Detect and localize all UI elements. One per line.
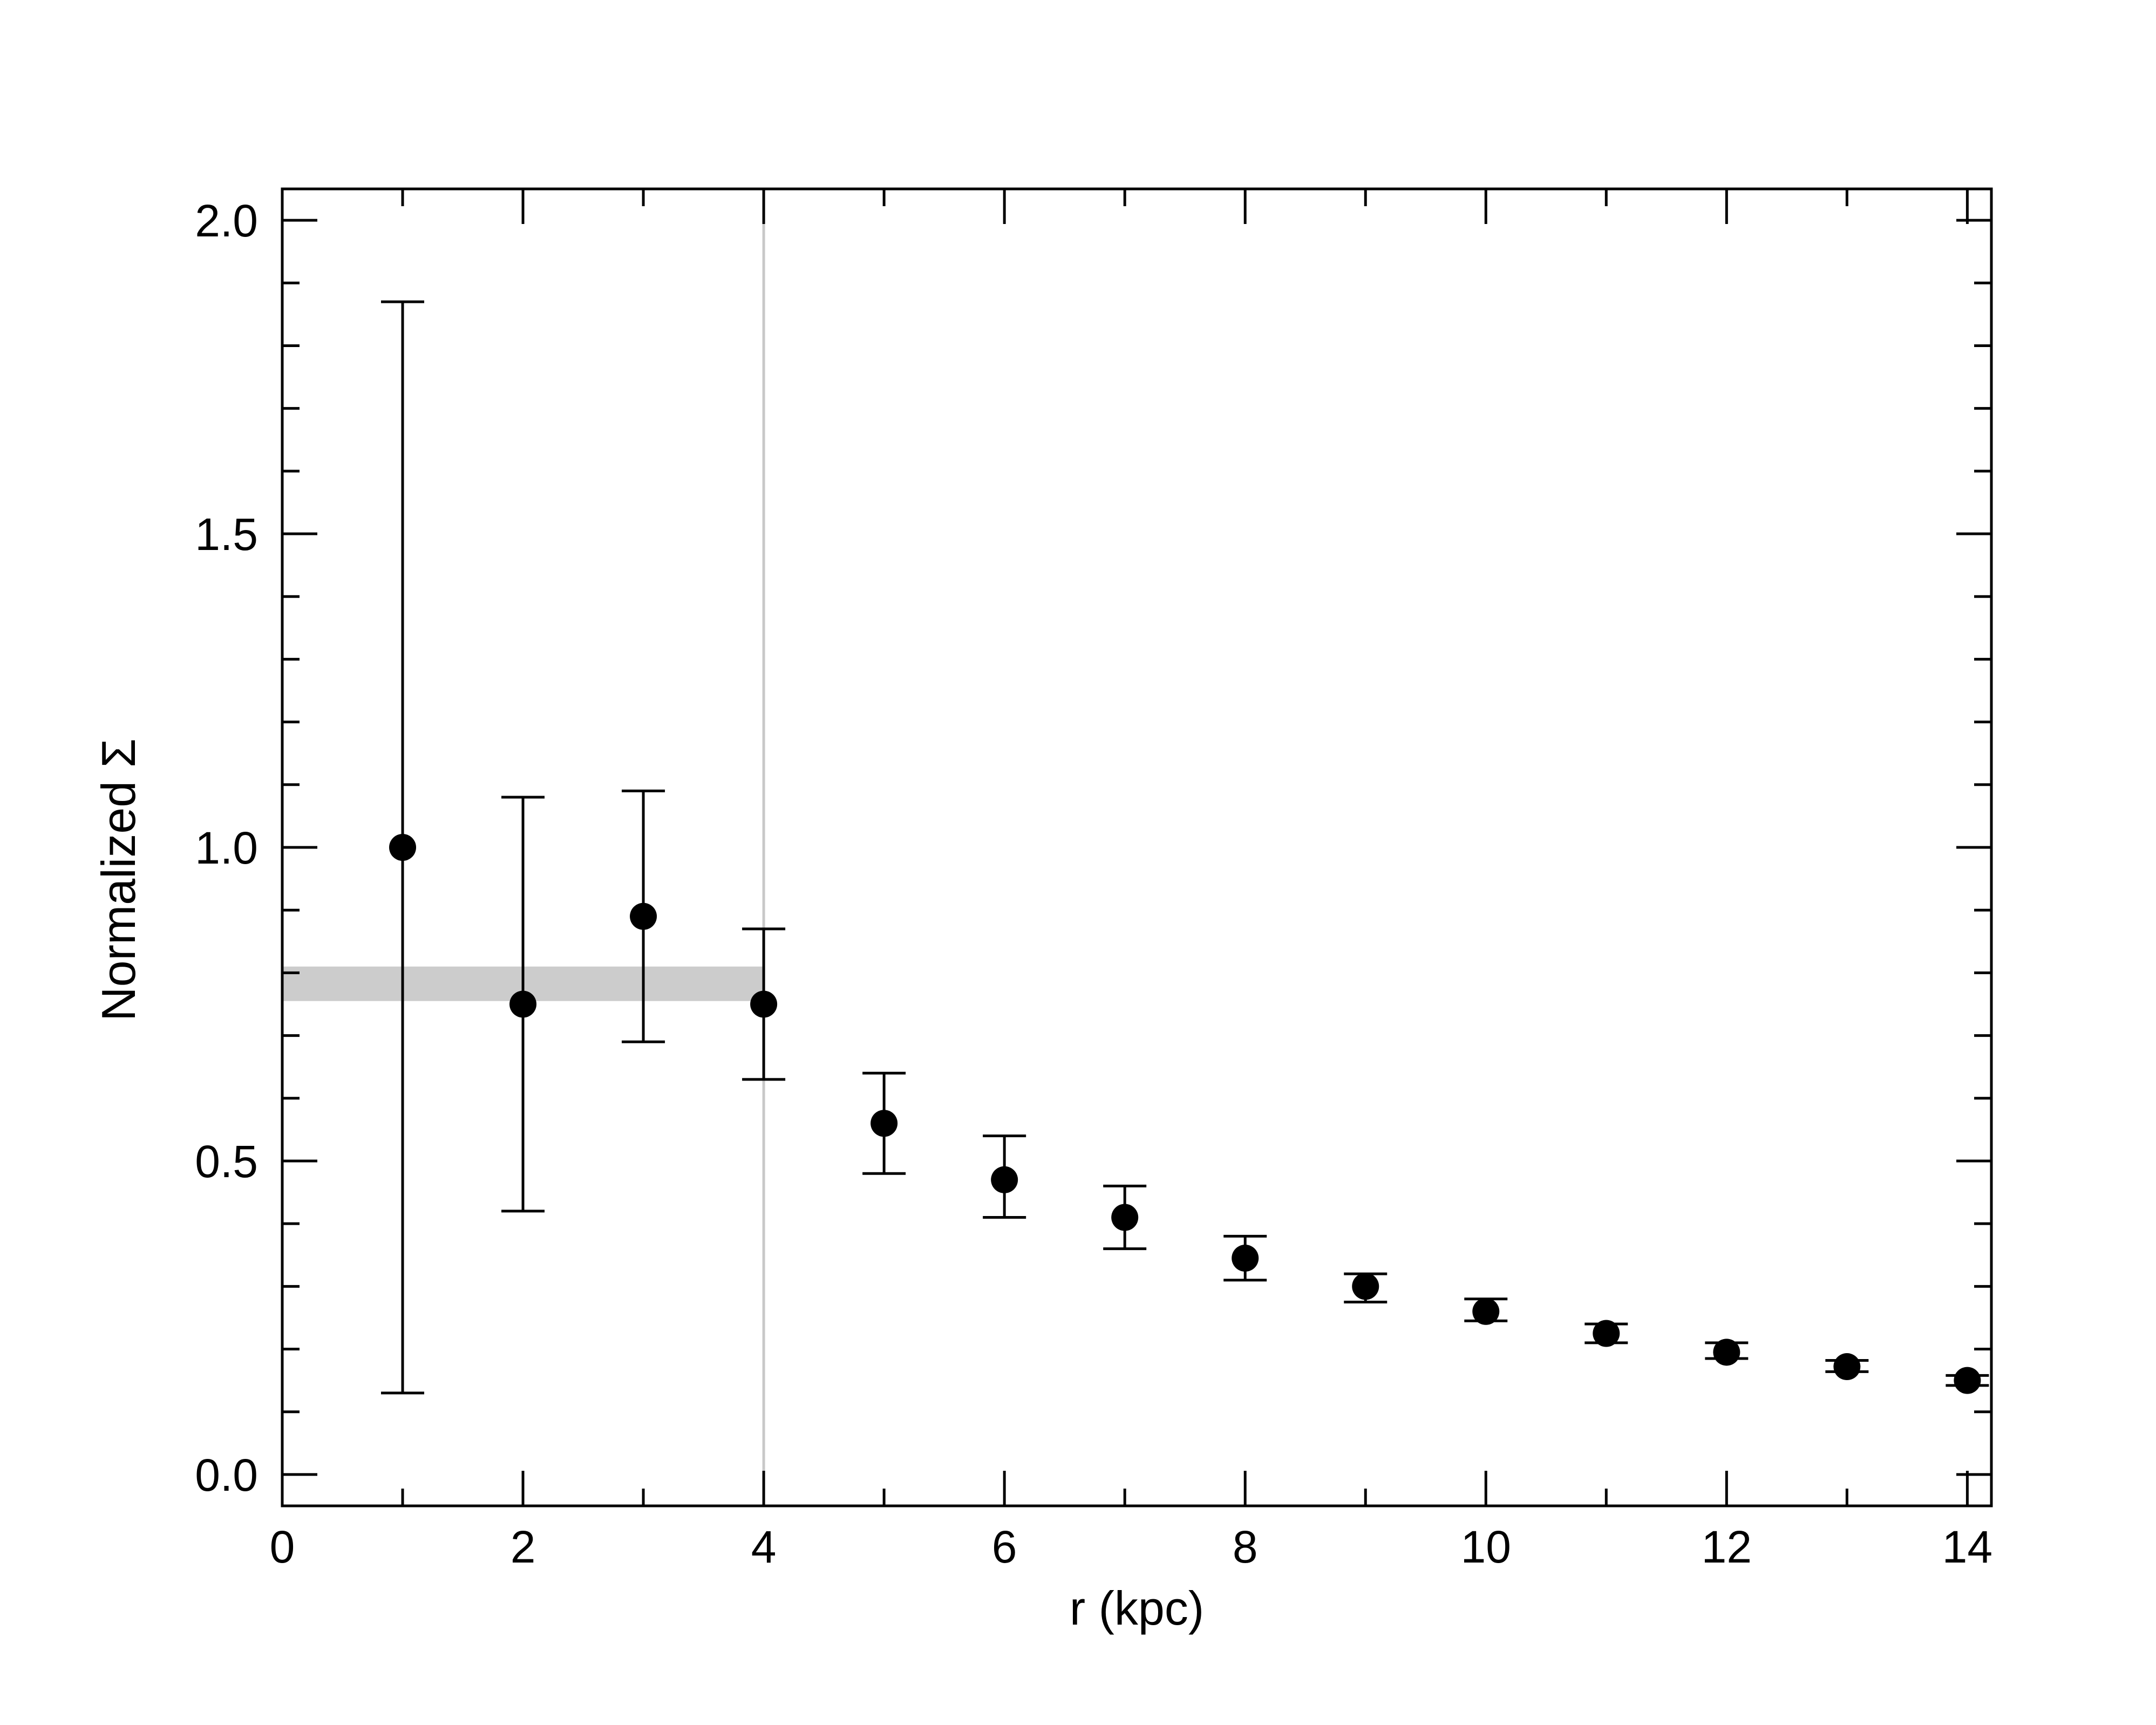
y-tick-label: 1.0 <box>195 823 258 873</box>
x-tick-label: 14 <box>1942 1522 1992 1572</box>
y-tick-label: 0.5 <box>195 1136 258 1187</box>
data-points-layer <box>389 834 1981 1394</box>
y-tick-label: 2.0 <box>195 195 258 246</box>
error-bars-layer <box>381 300 1989 1395</box>
data-point <box>509 990 537 1018</box>
x-tick-label: 10 <box>1461 1522 1511 1572</box>
x-tick-label: 4 <box>751 1522 777 1572</box>
data-point <box>1954 1367 1981 1394</box>
x-tick-label: 0 <box>270 1522 295 1572</box>
data-point <box>991 1166 1018 1193</box>
data-point <box>1713 1339 1740 1366</box>
data-point <box>630 902 657 930</box>
x-tick-label: 6 <box>992 1522 1017 1572</box>
tick-marks-layer <box>281 189 1991 1506</box>
y-tick-label: 0.0 <box>195 1450 258 1500</box>
data-point <box>389 834 417 861</box>
data-point <box>1593 1320 1620 1347</box>
data-point <box>1111 1204 1139 1231</box>
x-tick-label: 8 <box>1233 1522 1258 1572</box>
data-point <box>750 990 778 1018</box>
data-point <box>1232 1245 1259 1272</box>
x-axis-title: r (kpc) <box>1070 1581 1204 1635</box>
x-tick-label: 2 <box>511 1522 536 1572</box>
data-point <box>1472 1298 1500 1325</box>
tick-labels-layer: 0 2 4 6 8 10 12 14 0.0 0.5 1.0 1.5 2.0 <box>195 195 1992 1572</box>
plot-frame <box>281 187 1993 1507</box>
data-point <box>1352 1273 1379 1300</box>
x-tick-label: 12 <box>1702 1522 1752 1572</box>
y-axis-title: Normalized Σ <box>92 738 145 1021</box>
data-point <box>1833 1353 1861 1381</box>
data-point <box>870 1110 898 1137</box>
y-tick-label: 1.5 <box>195 509 258 560</box>
